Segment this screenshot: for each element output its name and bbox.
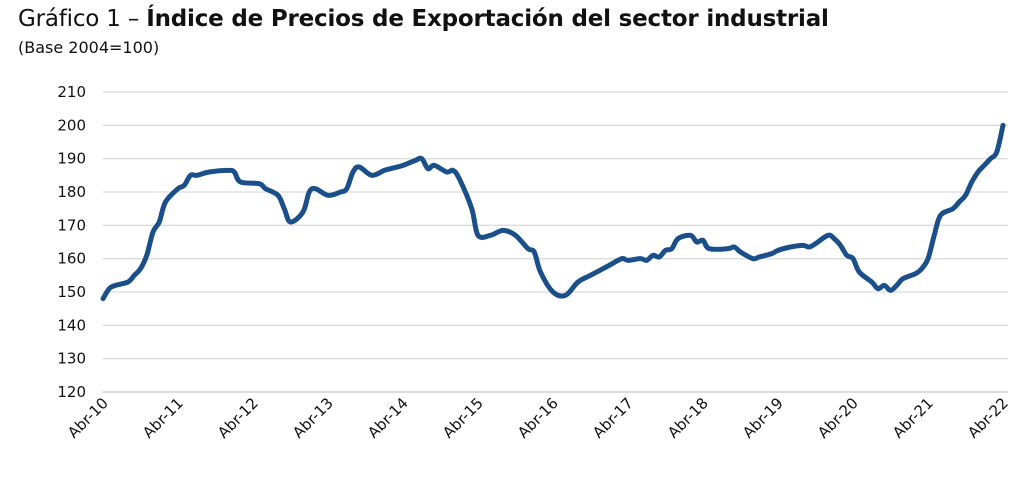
x-tick-label: Abr-16 [514, 394, 562, 442]
y-tick-label: 140 [57, 316, 86, 334]
y-tick-label: 120 [57, 383, 86, 401]
x-tick-label: Abr-22 [964, 394, 1012, 442]
x-tick-label: Abr-13 [289, 394, 337, 442]
x-tick-label: Abr-21 [889, 394, 937, 442]
x-tick-label: Abr-12 [214, 394, 262, 442]
chart-subtitle: (Base 2004=100) [18, 38, 160, 57]
y-tick-label: 190 [57, 150, 86, 168]
chart-title-prefix: Gráfico 1 – [18, 6, 147, 32]
y-tick-label: 200 [57, 116, 86, 134]
series-line [100, 122, 1006, 302]
x-tick-label: Abr-11 [139, 394, 187, 442]
x-tick-label: Abr-15 [439, 394, 487, 442]
y-tick-label: 130 [57, 350, 86, 368]
x-tick-label: Abr-20 [814, 394, 862, 442]
chart-title: Gráfico 1 – Índice de Precios de Exporta… [18, 6, 829, 32]
y-tick-label: 180 [57, 183, 86, 201]
y-tick-label: 170 [57, 216, 86, 234]
gridlines [103, 91, 1008, 393]
y-axis-ticks: 120 130 140 150 160 170 180 190 200 210 [57, 83, 86, 401]
chart-title-main: Índice de Precios de Exportación del sec… [146, 6, 829, 32]
x-tick-label: Abr-14 [364, 394, 412, 442]
x-tick-label: Abr-18 [664, 394, 712, 442]
x-tick-label: Abr-19 [739, 394, 787, 442]
series [100, 122, 1006, 302]
x-axis-ticks: Abr-10 Abr-11 Abr-12 Abr-13 Abr-14 Abr-15 Abr-… [64, 394, 1012, 442]
y-tick-label: 150 [57, 283, 86, 301]
y-tick-label: 210 [57, 83, 86, 101]
x-tick-label: Abr-10 [64, 394, 112, 442]
x-tick-label: Abr-17 [589, 394, 637, 442]
y-tick-label: 160 [57, 250, 86, 268]
